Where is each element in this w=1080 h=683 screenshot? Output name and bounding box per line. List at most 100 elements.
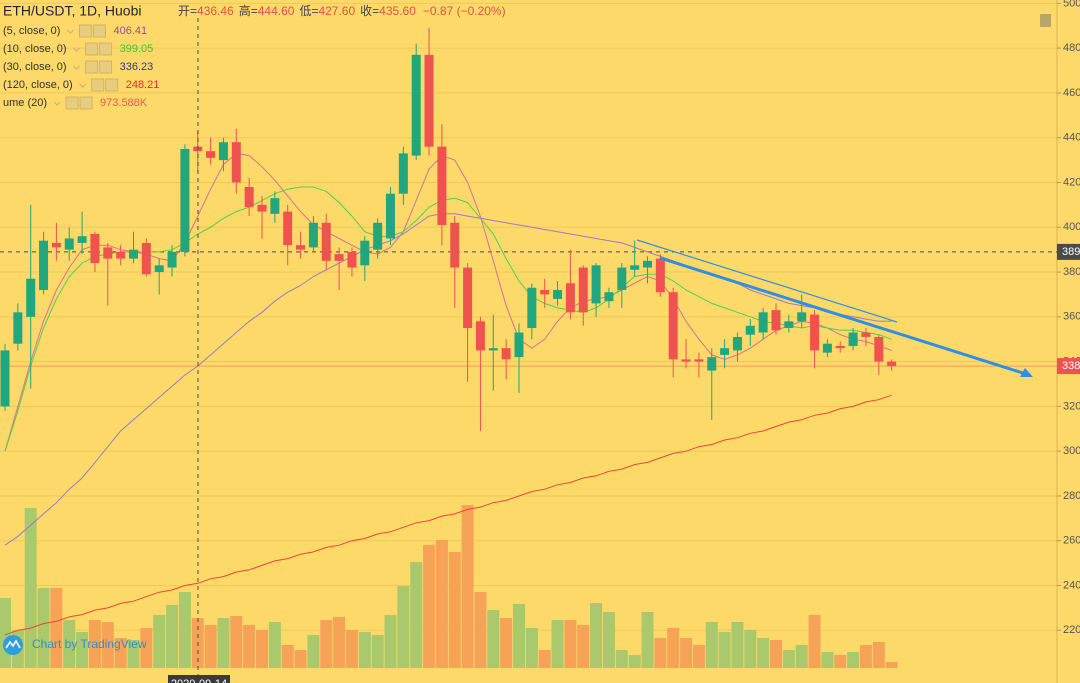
candle-body <box>141 242 151 275</box>
indicator-close[interactable] <box>92 24 106 38</box>
candle-body <box>296 245 306 250</box>
candle-body <box>668 292 678 360</box>
candle-body <box>437 146 447 226</box>
candle-body <box>424 54 434 147</box>
candle-body <box>0 350 10 407</box>
candle-body <box>835 345 845 349</box>
watermark-text: Chart by TradingView <box>32 637 147 651</box>
volume-bar <box>217 618 230 668</box>
volume-bar <box>127 640 140 668</box>
indicator-name: (120, close, 0) <box>3 79 73 91</box>
volume-bar <box>680 638 693 668</box>
candles <box>0 27 897 432</box>
volume-bar <box>577 624 590 668</box>
volume-bar <box>0 598 11 668</box>
candle-body <box>411 54 421 156</box>
volume-bar <box>178 592 191 668</box>
candle-body <box>540 289 550 295</box>
price-tag-label: 338 <box>1062 360 1080 372</box>
candle-body <box>77 236 87 243</box>
candle-body <box>488 348 498 351</box>
indicator-close[interactable] <box>99 42 113 56</box>
scroll-icon[interactable] <box>1040 14 1051 27</box>
indicator-close[interactable] <box>105 78 119 92</box>
volume-bar <box>101 622 114 668</box>
trend-arrow[interactable] <box>659 256 1027 376</box>
candle-body <box>771 310 781 331</box>
volume-bar <box>885 662 898 668</box>
indicator-settings[interactable] <box>78 24 92 38</box>
candle-body <box>167 251 177 268</box>
candle-body <box>630 265 640 270</box>
volume-bar <box>345 630 358 668</box>
crosshair-date: 2020-09-14 <box>171 678 227 683</box>
indicator-value: 399.05 <box>120 43 154 55</box>
volume-bar <box>872 642 885 668</box>
candle-body <box>39 240 49 290</box>
ohlc-label: 开= <box>178 4 197 18</box>
candle-body <box>51 242 61 248</box>
candle-body <box>720 348 730 355</box>
candle-body <box>848 332 858 346</box>
volume-bar <box>256 630 268 668</box>
volume-bar <box>834 654 847 668</box>
volume-bar <box>474 592 487 668</box>
indicator-settings[interactable] <box>91 78 105 92</box>
volume-bar <box>24 508 37 668</box>
volume-bar <box>731 622 744 668</box>
y-tick-label: 220 <box>1063 624 1080 636</box>
volume-bar <box>76 632 89 668</box>
indicator-settings[interactable] <box>65 96 79 110</box>
volume-bar <box>538 650 551 668</box>
trend-line[interactable] <box>636 239 898 323</box>
candle-body <box>386 193 395 239</box>
moving-average-line <box>4 186 892 452</box>
moving-average-line <box>4 213 892 546</box>
volume-bar <box>821 652 834 668</box>
candle-body <box>501 348 511 360</box>
y-tick-label: 420 <box>1063 176 1080 188</box>
candle-body <box>257 204 267 212</box>
candle-body <box>154 265 164 273</box>
indicator-menu <box>67 29 74 34</box>
price-tag <box>1057 358 1080 375</box>
candle-body <box>308 222 318 248</box>
volume-bar <box>50 588 63 668</box>
arrow-head <box>1020 368 1033 377</box>
candle-body <box>103 247 113 259</box>
indicator-menu <box>73 65 80 70</box>
candle-body <box>861 332 871 337</box>
candle-body <box>604 292 614 302</box>
candle-body <box>617 267 627 290</box>
y-tick-label: 360 <box>1063 311 1080 323</box>
indicator-settings[interactable] <box>85 42 99 56</box>
volume-bar <box>333 616 346 668</box>
candle-body <box>450 222 460 268</box>
y-tick-label: 440 <box>1063 132 1080 144</box>
candle-body <box>475 321 485 351</box>
candle-body <box>732 336 742 351</box>
candle-body <box>463 267 473 329</box>
volume-bar <box>628 654 641 668</box>
candle-body <box>373 222 383 250</box>
volume-bar <box>641 612 654 668</box>
indicator-settings[interactable] <box>85 60 99 74</box>
candle-body <box>745 325 755 335</box>
ohlc-label: 收= <box>360 4 379 18</box>
indicator-close[interactable] <box>99 60 113 74</box>
volume-bar <box>397 586 410 668</box>
candle-body <box>514 332 524 358</box>
volume-bar <box>525 628 538 668</box>
volume-bar <box>384 614 397 668</box>
candle-body <box>231 142 241 183</box>
moving-averages <box>4 152 892 636</box>
y-tick-label: 460 <box>1063 87 1080 99</box>
candle-body <box>116 251 126 259</box>
indicator-close[interactable] <box>79 96 93 110</box>
indicator-value: 973.588K <box>100 97 148 109</box>
candle-body <box>90 233 100 264</box>
indicator-name: (10, close, 0) <box>3 43 67 55</box>
indicator-value: 248.21 <box>126 79 160 91</box>
volume-bar <box>513 604 525 668</box>
